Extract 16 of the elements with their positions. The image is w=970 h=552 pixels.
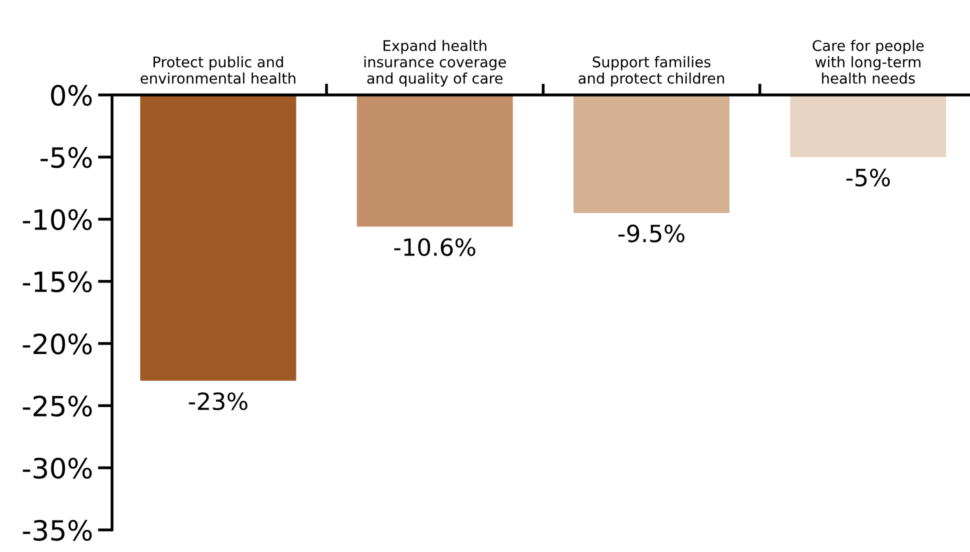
y-tick-label: -15% xyxy=(22,271,92,292)
x-tick-label: Protect public and environmental health xyxy=(140,56,296,84)
y-tick-label: -20% xyxy=(22,333,92,354)
y-tick-label: -30% xyxy=(22,458,92,479)
data-label: -10.6% xyxy=(394,238,476,256)
y-tick-label: 0% xyxy=(51,84,92,106)
y-tick-label: -25% xyxy=(22,396,92,417)
data-label: -23% xyxy=(188,392,248,410)
x-tick-label: Care for people with long-term health needs xyxy=(812,40,924,84)
data-label: -9.5% xyxy=(618,224,684,242)
x-tick-label: Expand health insurance coverage and quality of care xyxy=(364,40,506,87)
y-tick-label: -5% xyxy=(40,147,92,168)
x-tick-label: Support families and protect children xyxy=(578,56,724,87)
data-label: -5% xyxy=(846,168,890,186)
y-tick-label: -10% xyxy=(22,209,92,230)
y-tick-label: -35% xyxy=(22,520,92,541)
